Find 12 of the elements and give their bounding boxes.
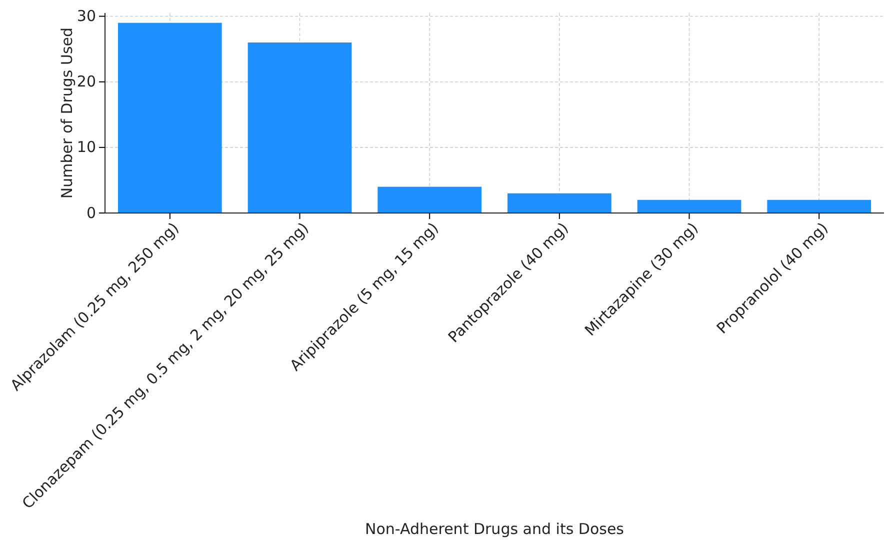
x-axis-title: Non-Adherent Drugs and its Doses: [365, 520, 624, 538]
y-tick-label: 0: [86, 204, 96, 222]
bar: [767, 200, 872, 213]
bar: [507, 193, 612, 213]
bar: [378, 186, 482, 213]
y-tick-label: 20: [76, 72, 96, 91]
y-tick-label: 10: [76, 138, 96, 156]
y-tick-label: 30: [76, 7, 96, 26]
bar: [118, 22, 222, 213]
bar: [248, 42, 352, 213]
y-axis-title: Number of Drugs Used: [58, 27, 76, 199]
bar: [637, 200, 742, 213]
